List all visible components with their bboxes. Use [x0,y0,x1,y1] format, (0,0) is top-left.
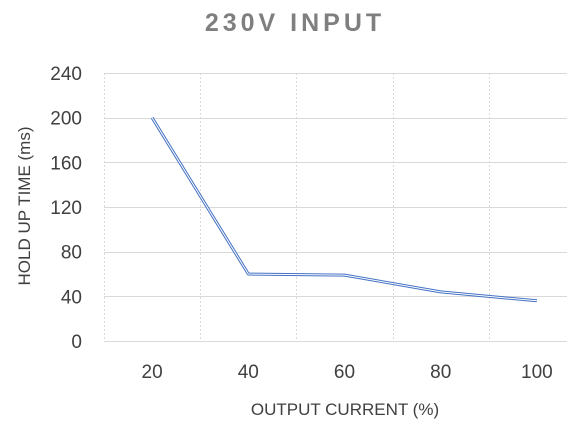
y-tick-label-6: 240 [50,64,82,85]
y-tick-label-4: 160 [50,153,82,174]
series-line-outer-0 [150,116,538,303]
chart-title: 230V INPUT [205,9,385,37]
x-tick-label-3: 80 [430,362,451,383]
x-tick-label-2: 60 [334,362,355,383]
x-tick-label-4: 100 [521,362,553,383]
x-tick-label-1: 40 [238,362,259,383]
x-tick-label-0: 20 [142,362,163,383]
grid-layer [104,73,567,342]
y-tick-label-2: 80 [61,243,82,264]
x-axis-label: OUTPUT CURRENT (%) [251,400,439,419]
tick-layer: 0 40 80 120 160 200 240 20 40 60 80 100 [50,64,552,383]
series-layer [150,116,538,303]
y-tick-label-3: 120 [50,198,82,219]
y-tick-label-5: 200 [50,109,82,130]
y-tick-label-0: 0 [71,332,82,353]
y-tick-label-1: 40 [61,287,82,308]
y-axis-label: HOLD UP TIME (ms) [15,127,34,286]
